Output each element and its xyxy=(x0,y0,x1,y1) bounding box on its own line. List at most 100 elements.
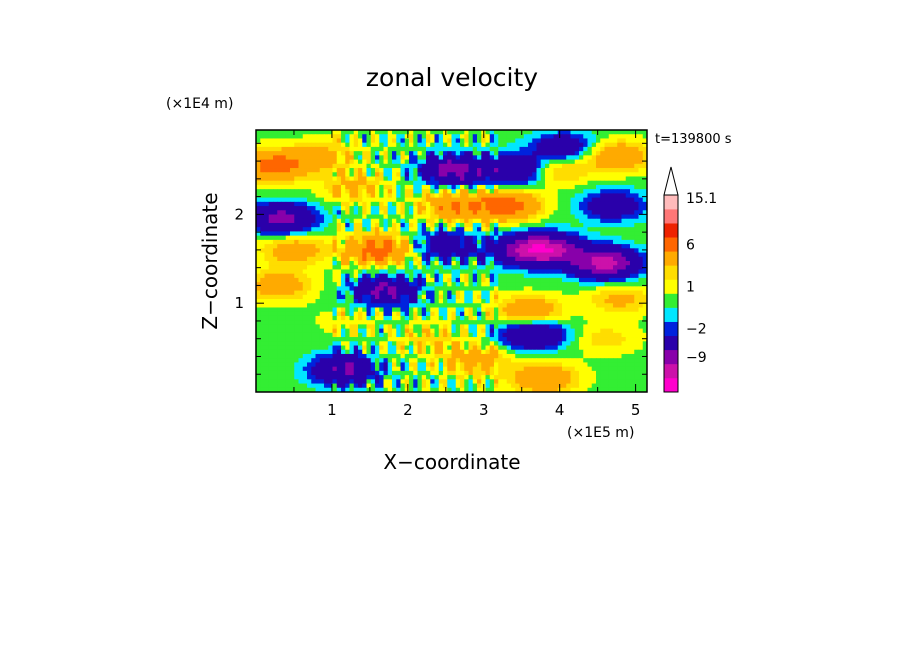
field-cell xyxy=(268,273,274,279)
field-cell xyxy=(506,168,512,173)
field-cell xyxy=(311,227,316,232)
field-cell xyxy=(396,345,401,351)
field-cell xyxy=(311,248,316,253)
field-cell xyxy=(494,353,499,359)
field-cell xyxy=(298,130,304,135)
field-cell xyxy=(413,176,418,182)
field-cell xyxy=(277,277,282,283)
field-cell xyxy=(298,151,304,156)
field-cell xyxy=(587,315,593,321)
field-cell xyxy=(600,332,605,338)
field-cell xyxy=(566,201,571,207)
field-cell xyxy=(545,210,550,215)
field-cell xyxy=(506,151,512,156)
field-cell xyxy=(511,222,516,228)
field-cell xyxy=(630,282,635,287)
field-cell xyxy=(494,307,499,313)
field-cell xyxy=(358,142,363,148)
field-cell xyxy=(438,172,444,177)
field-cell xyxy=(621,146,627,152)
field-cell xyxy=(506,197,512,203)
field-cell xyxy=(472,134,478,139)
field-cell xyxy=(549,277,554,283)
field-cell xyxy=(277,239,282,245)
field-cell xyxy=(621,273,627,279)
field-cell xyxy=(328,146,333,152)
field-cell xyxy=(511,138,516,144)
field-cell xyxy=(587,206,593,211)
field-cell xyxy=(349,311,355,317)
field-cell xyxy=(536,130,542,135)
field-cell xyxy=(341,155,346,160)
field-cell xyxy=(625,311,631,317)
field-cell xyxy=(379,248,384,253)
field-cell xyxy=(443,189,448,194)
field-cell xyxy=(557,201,563,207)
field-cell xyxy=(498,273,503,279)
field-cell xyxy=(528,337,533,342)
field-cell xyxy=(519,163,525,169)
field-cell xyxy=(349,256,355,262)
field-cell xyxy=(319,155,325,160)
field-cell xyxy=(587,307,593,313)
field-cell xyxy=(319,214,325,220)
field-cell xyxy=(477,299,482,304)
field-cell xyxy=(562,286,567,291)
field-cell xyxy=(553,299,559,304)
field-cell xyxy=(358,299,363,304)
field-cell xyxy=(617,294,622,300)
field-cell xyxy=(277,227,282,232)
field-cell xyxy=(557,269,563,275)
field-cell xyxy=(455,311,461,317)
field-cell xyxy=(417,303,423,308)
field-cell xyxy=(345,231,350,237)
field-cell xyxy=(430,290,435,296)
field-cell xyxy=(519,252,525,258)
field-cell xyxy=(307,265,312,270)
field-cell xyxy=(472,303,478,308)
field-cell xyxy=(302,269,308,275)
field-cell xyxy=(472,320,478,325)
field-cell xyxy=(494,206,499,211)
field-cell xyxy=(625,248,631,253)
field-cell xyxy=(591,337,597,342)
field-cell xyxy=(366,231,372,237)
field-cell xyxy=(349,214,355,220)
field-cell xyxy=(281,134,287,139)
field-cell xyxy=(515,222,520,228)
field-cell xyxy=(311,294,316,300)
field-cell xyxy=(583,227,588,232)
field-cell xyxy=(481,176,486,182)
field-cell xyxy=(451,273,457,279)
field-cell xyxy=(574,324,580,330)
field-cell xyxy=(519,184,525,190)
field-cell xyxy=(600,155,605,160)
field-cell xyxy=(256,269,261,275)
field-cell xyxy=(579,184,584,190)
field-cell xyxy=(281,151,287,156)
field-cell xyxy=(370,138,376,144)
field-cell xyxy=(579,328,584,334)
field-cell xyxy=(540,214,546,220)
field-cell xyxy=(460,244,465,249)
field-cell xyxy=(387,315,393,321)
field-cell xyxy=(366,277,372,283)
field-cell xyxy=(366,248,372,253)
field-cell xyxy=(302,172,308,177)
field-cell xyxy=(502,307,508,313)
field-cell xyxy=(256,286,261,291)
field-cell xyxy=(468,337,474,342)
field-cell xyxy=(506,134,512,139)
field-cell xyxy=(281,168,287,173)
field-cell xyxy=(341,307,346,313)
field-cell xyxy=(302,320,308,325)
field-cell xyxy=(281,138,287,144)
field-cell xyxy=(264,134,270,139)
field-cell xyxy=(460,324,465,330)
field-cell xyxy=(349,235,355,241)
field-cell xyxy=(455,142,461,148)
field-cell xyxy=(400,277,406,283)
field-cell xyxy=(583,256,588,262)
field-cell xyxy=(438,180,444,186)
field-cell xyxy=(625,180,631,186)
